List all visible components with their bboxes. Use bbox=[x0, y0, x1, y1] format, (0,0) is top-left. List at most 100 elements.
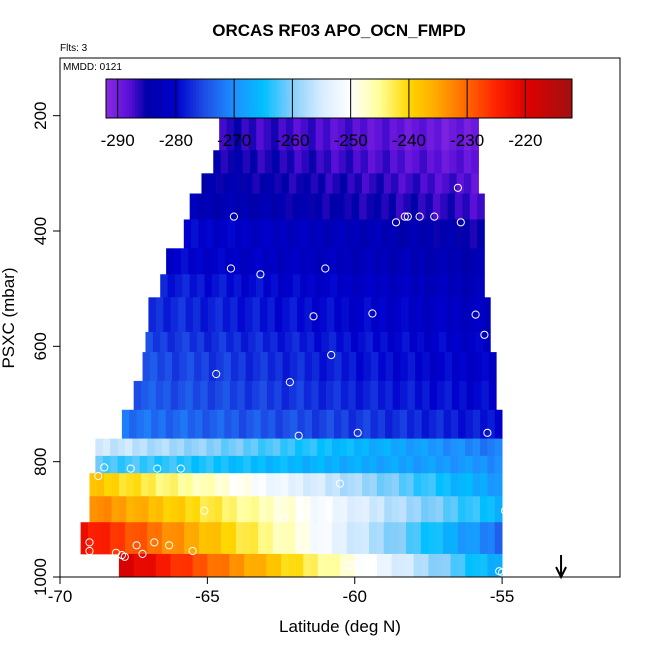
heatmap-cell bbox=[145, 331, 154, 353]
colorbar-cell bbox=[400, 79, 404, 118]
heatmap-cell bbox=[233, 331, 242, 353]
heatmap-cell bbox=[251, 496, 260, 523]
colorbar-cell bbox=[138, 79, 142, 118]
down-arrow-icon bbox=[555, 555, 567, 580]
heatmap-cell bbox=[343, 331, 352, 353]
heatmap-cell bbox=[337, 274, 345, 298]
heatmap-cell bbox=[302, 455, 311, 474]
heatmap-cell bbox=[361, 173, 370, 194]
heatmap-cell bbox=[259, 380, 268, 411]
heatmap-cell bbox=[446, 331, 455, 353]
heatmap-cell bbox=[322, 193, 331, 220]
heatmap-layer bbox=[166, 248, 485, 275]
heatmap-cell bbox=[191, 522, 200, 555]
heatmap-cell bbox=[326, 380, 334, 411]
heatmap-cell bbox=[376, 173, 385, 194]
heatmap-cell bbox=[216, 409, 225, 439]
heatmap-cell bbox=[147, 455, 155, 474]
heatmap-cell bbox=[410, 248, 419, 275]
heatmap-cell bbox=[392, 380, 401, 411]
heatmap-cell bbox=[380, 331, 388, 353]
heatmap-cell bbox=[207, 473, 216, 497]
heatmap-layer bbox=[160, 274, 485, 298]
heatmap-cell bbox=[407, 409, 415, 439]
heatmap-cell bbox=[409, 331, 418, 353]
heatmap-cell bbox=[391, 438, 399, 457]
heatmap-cell bbox=[295, 473, 304, 497]
heatmap-cell bbox=[191, 438, 200, 457]
heatmap-cell bbox=[271, 219, 280, 249]
data-point bbox=[391, 218, 401, 227]
colorbar-cell bbox=[426, 79, 430, 118]
heatmap-cell bbox=[421, 553, 429, 578]
heatmap-cell bbox=[466, 352, 475, 382]
heatmap-cell bbox=[117, 522, 126, 555]
colorbar-cell bbox=[373, 79, 378, 118]
heatmap-cell bbox=[132, 455, 141, 474]
heatmap-cell bbox=[414, 409, 423, 439]
heatmap-cell bbox=[402, 248, 411, 275]
heatmap-layers bbox=[80, 98, 503, 578]
heatmap-cell bbox=[334, 297, 343, 333]
colorbar-cell bbox=[260, 79, 264, 118]
colorbar-cell bbox=[417, 79, 421, 118]
heatmap-cell bbox=[198, 455, 207, 474]
heatmap-cell bbox=[204, 274, 213, 298]
colorbar-cell bbox=[219, 79, 223, 118]
heatmap-cell bbox=[154, 522, 163, 555]
heatmap-cell bbox=[374, 98, 383, 151]
heatmap-cell bbox=[494, 496, 503, 523]
heatmap-cell bbox=[449, 173, 458, 194]
heatmap-cell bbox=[256, 98, 265, 151]
heatmap-cell bbox=[361, 522, 370, 555]
heatmap-cell bbox=[268, 409, 276, 439]
heatmap-cell bbox=[95, 522, 104, 555]
data-point bbox=[327, 350, 336, 360]
heatmap-cell bbox=[354, 438, 362, 457]
heatmap-cell bbox=[447, 219, 456, 249]
heatmap-cell bbox=[208, 352, 217, 382]
heatmap-cell bbox=[272, 455, 281, 474]
heatmap-cell bbox=[383, 455, 392, 474]
colorbar-cell bbox=[356, 79, 360, 118]
y-axis-label: PSXC (mbar) bbox=[0, 267, 18, 368]
heatmap-cell bbox=[401, 297, 409, 333]
heatmap-cell bbox=[326, 409, 335, 439]
heatmap-layer bbox=[219, 98, 479, 151]
heatmap-cell bbox=[308, 98, 316, 151]
heatmap-cell bbox=[213, 438, 222, 457]
heatmap-cell bbox=[443, 409, 452, 439]
heatmap-cell bbox=[249, 219, 258, 249]
heatmap-cell bbox=[430, 297, 439, 333]
heatmap-cell bbox=[388, 248, 396, 275]
heatmap-cell bbox=[272, 438, 281, 457]
heatmap-cell bbox=[366, 274, 375, 298]
heatmap-cell bbox=[257, 150, 266, 174]
data-point bbox=[153, 464, 162, 473]
heatmap-cell bbox=[232, 248, 241, 275]
heatmap-cell bbox=[410, 274, 419, 298]
heatmap-cell bbox=[185, 380, 194, 411]
heatmap-cell bbox=[238, 352, 247, 382]
heatmap-cell bbox=[312, 409, 320, 439]
heatmap-cell bbox=[427, 173, 436, 194]
heatmap-layer bbox=[142, 352, 497, 382]
colorbar-cell bbox=[304, 79, 308, 118]
heatmap-cell bbox=[415, 352, 423, 382]
heatmap-cell bbox=[422, 352, 431, 382]
colorbar-tick-label: -280 bbox=[159, 131, 193, 150]
heatmap-cell bbox=[393, 352, 401, 382]
heatmap-cell bbox=[441, 98, 450, 151]
heatmap-layer bbox=[145, 331, 491, 353]
heatmap-cell bbox=[170, 473, 179, 497]
heatmap-cell bbox=[481, 380, 490, 411]
heatmap-layer bbox=[89, 496, 503, 523]
heatmap-cell bbox=[207, 380, 216, 411]
colorbar-cell bbox=[551, 79, 555, 118]
heatmap-cell bbox=[454, 274, 463, 298]
heatmap-cell bbox=[308, 219, 317, 249]
heatmap-cell bbox=[211, 193, 220, 220]
heatmap-cell bbox=[206, 522, 215, 555]
colorbar-cell bbox=[490, 79, 494, 118]
